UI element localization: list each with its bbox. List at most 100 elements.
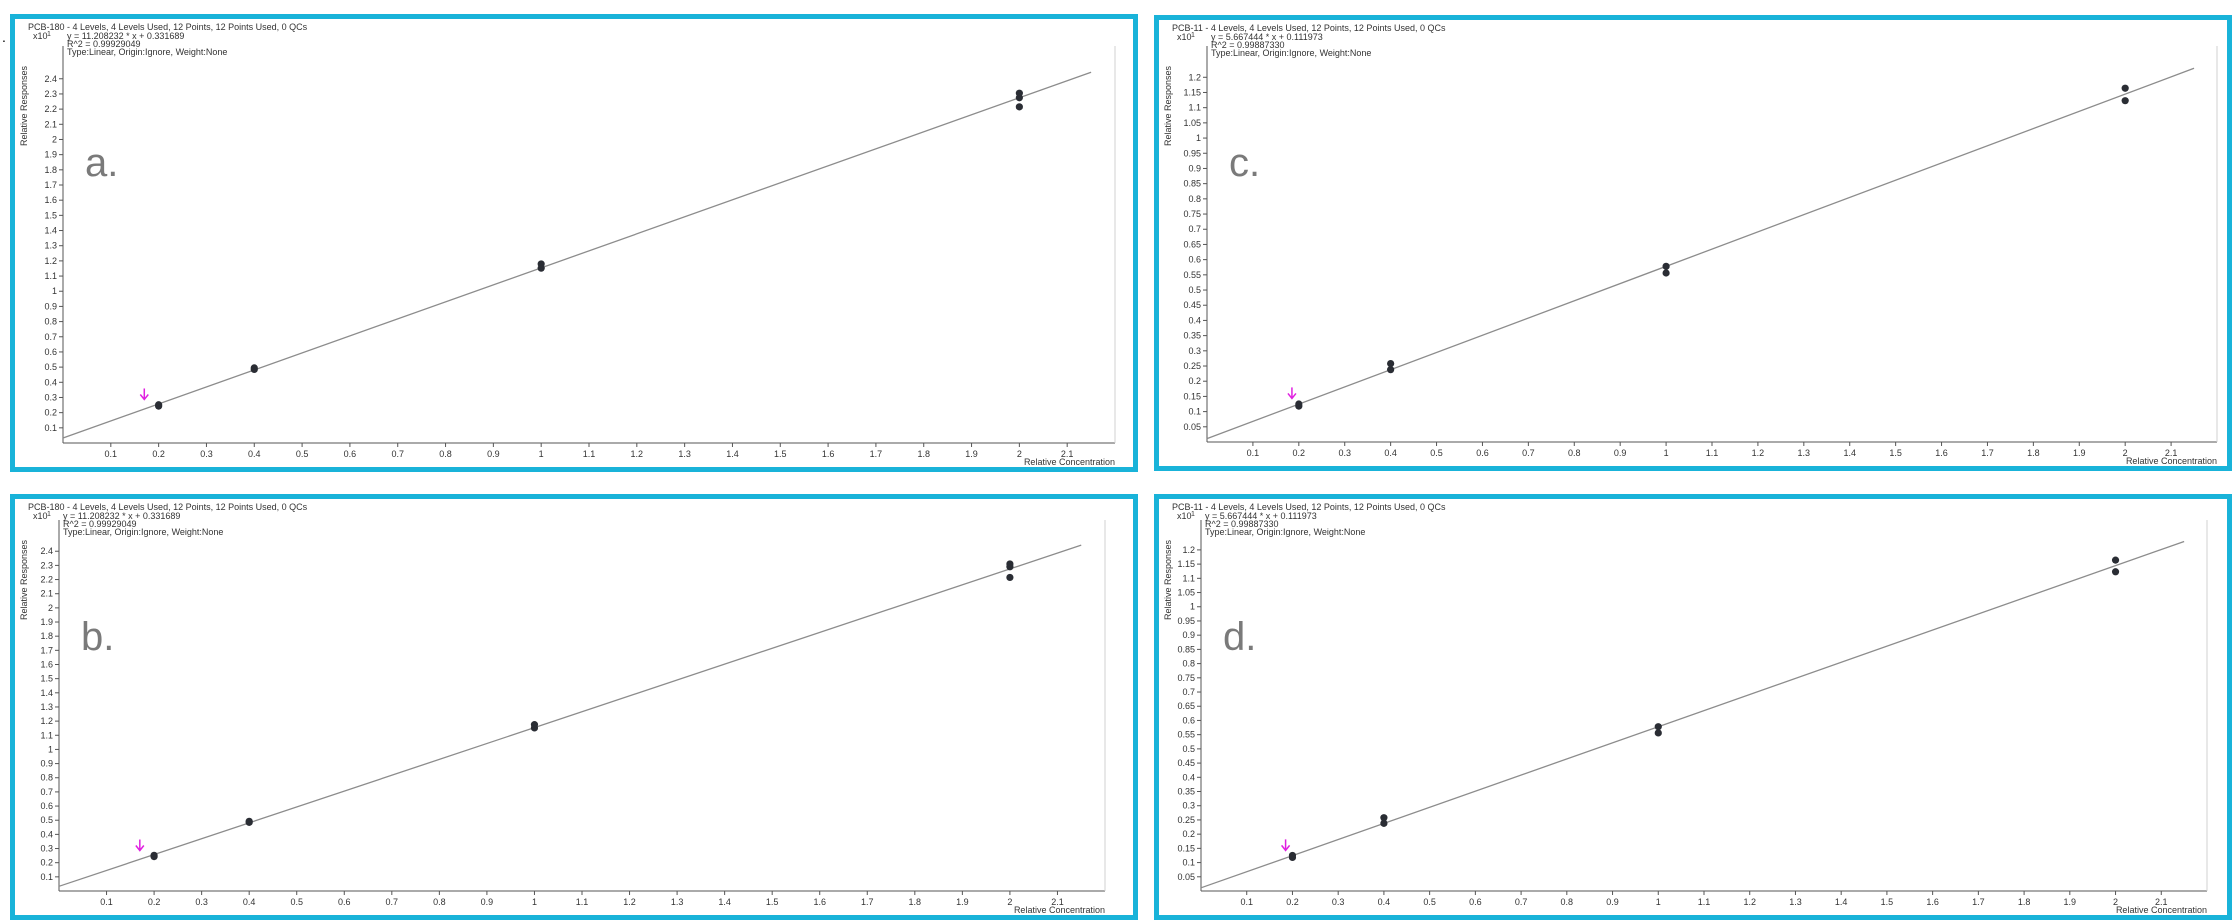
y-tick-label: 0.5 xyxy=(40,815,53,825)
x-tick-label: 2.1 xyxy=(1061,449,1074,459)
y-tick-label: 0.25 xyxy=(1177,815,1195,825)
data-point xyxy=(1295,400,1303,408)
multiplier-label: x10 xyxy=(1177,32,1192,42)
x-axis-title: Relative Concentration xyxy=(1024,457,1115,467)
x-tick-label: 1.6 xyxy=(822,449,835,459)
x-tick-label: 1.3 xyxy=(678,449,691,459)
x-tick-label: 0.5 xyxy=(1430,448,1443,458)
data-point xyxy=(1006,560,1014,568)
fit-type: Type:Linear, Origin:Ignore, Weight:None xyxy=(63,527,223,537)
y-axis-title: Relative Responses xyxy=(19,65,29,146)
y-tick-label: 1.3 xyxy=(44,241,57,251)
y-tick-label: 0.15 xyxy=(1183,391,1201,401)
x-tick-label: 0.7 xyxy=(1522,448,1535,458)
y-tick-label: 0.4 xyxy=(1188,315,1201,325)
data-point xyxy=(1662,262,1670,270)
multiplier-label: x10 xyxy=(33,511,48,521)
x-tick-label: 1.5 xyxy=(1881,897,1894,907)
x-tick-label: 0.3 xyxy=(200,449,213,459)
x-tick-label: 0.2 xyxy=(148,897,161,907)
y-tick-label: 0.05 xyxy=(1177,872,1195,882)
x-tick-label: 1.8 xyxy=(917,449,930,459)
y-tick-label: 1.15 xyxy=(1177,559,1195,569)
data-point xyxy=(2121,84,2129,92)
fit-equation: y = 11.208232 * x + 0.331689 xyxy=(63,511,180,521)
x-tick-label: 0.6 xyxy=(344,449,357,459)
marker-arrow-head xyxy=(139,394,149,401)
y-tick-label: 0.8 xyxy=(1188,194,1201,204)
data-point xyxy=(1387,359,1395,368)
x-tick-label: 0.4 xyxy=(1384,448,1397,458)
y-tick-label: 0.5 xyxy=(1188,285,1201,295)
x-axis-title: Relative Concentration xyxy=(1014,905,1105,915)
y-tick-label: 1.7 xyxy=(44,180,57,190)
y-tick-label: 0.1 xyxy=(1188,407,1201,417)
y-tick-label: 1.15 xyxy=(1183,87,1201,97)
y-tick-label: 0.3 xyxy=(44,392,57,402)
y-tick-label: 0.55 xyxy=(1177,730,1195,740)
y-tick-label: 1.2 xyxy=(40,716,53,726)
calibration-fit-line xyxy=(62,71,1092,439)
y-tick-label: 0.95 xyxy=(1183,148,1201,158)
x-tick-label: 1.5 xyxy=(774,449,787,459)
y-tick-label: 2.2 xyxy=(40,575,53,585)
y-tick-label: 1 xyxy=(1196,133,1201,143)
y-tick-label: 0.8 xyxy=(1182,659,1195,669)
x-tick-label: 1.7 xyxy=(870,449,883,459)
x-tick-label: 0.8 xyxy=(1568,448,1581,458)
calibration-panel-a: PCB-180 - 4 Levels, 4 Levels Used, 12 Po… xyxy=(10,14,1138,472)
y-tick-label: 0.45 xyxy=(1177,758,1195,768)
y-tick-label: 0.75 xyxy=(1183,209,1201,219)
y-tick-label: 0.2 xyxy=(44,408,57,418)
x-tick-label: 1.1 xyxy=(1706,448,1719,458)
fit-type: Type:Linear, Origin:Ignore, Weight:None xyxy=(67,47,227,57)
y-tick-label: 0.9 xyxy=(1188,163,1201,173)
chart-title: PCB-180 - 4 Levels, 4 Levels Used, 12 Po… xyxy=(28,22,308,32)
y-tick-label: 0.85 xyxy=(1183,179,1201,189)
y-tick-label: 1.8 xyxy=(44,165,57,175)
data-point xyxy=(150,851,158,859)
y-tick-label: 0.7 xyxy=(1188,224,1201,234)
x-tick-label: 0.8 xyxy=(439,449,452,459)
y-tick-label: 0.5 xyxy=(44,362,57,372)
panel-letter: b. xyxy=(81,615,114,659)
y-tick-label: 0.4 xyxy=(44,377,57,387)
y-tick-label: 2.4 xyxy=(40,546,53,556)
x-tick-label: 1.5 xyxy=(1889,448,1902,458)
y-tick-label: 0.95 xyxy=(1177,616,1195,626)
y-tick-label: 1.9 xyxy=(44,150,57,160)
multiplier-exponent: 1 xyxy=(1191,32,1195,39)
x-tick-label: 1.2 xyxy=(623,897,636,907)
x-tick-label: 2.1 xyxy=(2155,897,2168,907)
data-point xyxy=(1380,814,1388,822)
data-point xyxy=(1015,103,1023,111)
y-tick-label: 1.6 xyxy=(44,195,57,205)
x-tick-label: 0.6 xyxy=(338,897,351,907)
multiplier-exponent: 1 xyxy=(47,31,51,38)
panel-letter: d. xyxy=(1223,615,1256,659)
x-tick-label: 1.4 xyxy=(1843,448,1856,458)
y-tick-label: 1.4 xyxy=(40,688,53,698)
x-tick-label: 1 xyxy=(1664,448,1669,458)
chart-svg: PCB-180 - 4 Levels, 4 Levels Used, 12 Po… xyxy=(19,502,1106,915)
y-axis-title: Relative Responses xyxy=(19,539,29,620)
calibration-panel-b: PCB-180 - 4 Levels, 4 Levels Used, 12 Po… xyxy=(10,494,1138,920)
x-tick-label: 1.7 xyxy=(861,897,874,907)
y-tick-label: 2.4 xyxy=(44,74,57,84)
y-tick-label: 1.2 xyxy=(1188,72,1201,82)
data-point xyxy=(1288,851,1297,860)
x-tick-label: 2 xyxy=(1007,897,1012,907)
marker-arrow-head xyxy=(1281,844,1291,852)
y-tick-label: 1.9 xyxy=(40,617,53,627)
y-tick-label: 0.4 xyxy=(40,829,53,839)
x-tick-label: 0.3 xyxy=(195,897,208,907)
y-tick-label: 0.2 xyxy=(1188,376,1201,386)
x-tick-label: 0.7 xyxy=(1515,897,1528,907)
x-tick-label: 1 xyxy=(539,449,544,459)
y-tick-label: 0.5 xyxy=(1182,744,1195,754)
x-tick-label: 2.1 xyxy=(1051,897,1064,907)
x-tick-label: 0.7 xyxy=(391,449,404,459)
y-tick-label: 1.7 xyxy=(40,645,53,655)
y-tick-label: 1.6 xyxy=(40,659,53,669)
fit-equation: y = 5.667444 * x + 0.111973 xyxy=(1205,511,1317,521)
